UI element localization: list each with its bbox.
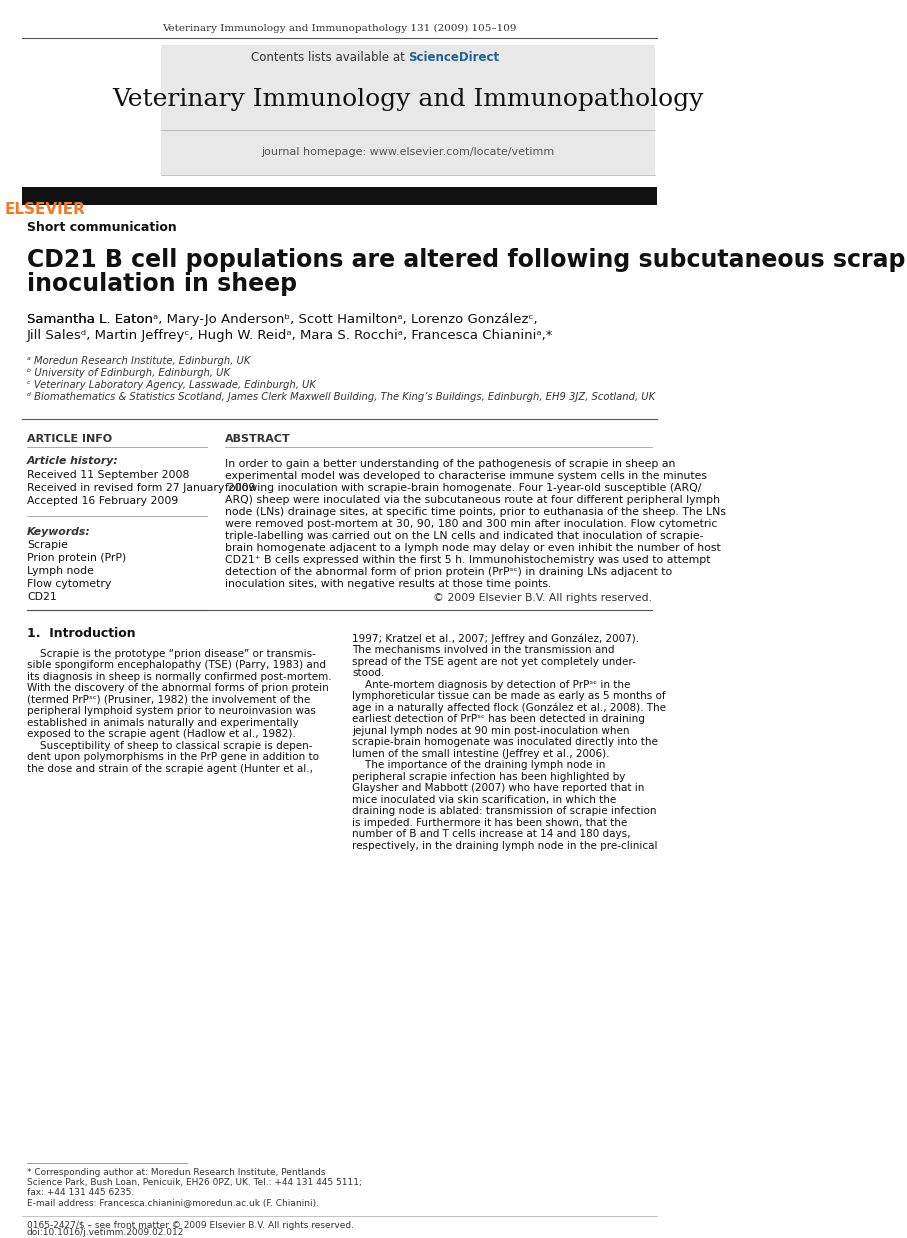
Text: The mechanisms involved in the transmission and: The mechanisms involved in the transmiss…	[352, 645, 615, 655]
Text: Glaysher and Mabbott (2007) who have reported that in: Glaysher and Mabbott (2007) who have rep…	[352, 784, 645, 794]
Text: ᵃ Moredun Research Institute, Edinburgh, UK: ᵃ Moredun Research Institute, Edinburgh,…	[27, 357, 250, 366]
Text: its diagnosis in sheep is normally confirmed post-mortem.: its diagnosis in sheep is normally confi…	[27, 672, 332, 682]
Text: Science Park, Bush Loan, Penicuik, EH26 0PZ, UK. Tel.: +44 131 445 5111;: Science Park, Bush Loan, Penicuik, EH26 …	[27, 1179, 362, 1187]
Text: fax: +44 131 445 6235.: fax: +44 131 445 6235.	[27, 1188, 134, 1197]
Text: were removed post-mortem at 30, 90, 180 and 300 min after inoculation. Flow cyto: were removed post-mortem at 30, 90, 180 …	[225, 519, 717, 529]
Text: Flow cytometry: Flow cytometry	[27, 579, 112, 589]
Text: the dose and strain of the scrapie agent (Hunter et al.,: the dose and strain of the scrapie agent…	[27, 764, 313, 774]
Text: Received 11 September 2008: Received 11 September 2008	[27, 470, 190, 480]
FancyBboxPatch shape	[161, 45, 656, 175]
Text: Scrapie is the prototype “prion disease” or transmis-: Scrapie is the prototype “prion disease”…	[27, 649, 316, 659]
Text: ScienceDirect: ScienceDirect	[408, 52, 500, 64]
Text: 1.  Introduction: 1. Introduction	[27, 628, 135, 640]
Text: Short communication: Short communication	[27, 222, 177, 234]
Text: experimental model was developed to characterise immune system cells in the minu: experimental model was developed to char…	[225, 472, 707, 482]
Text: Ante-mortem diagnosis by detection of PrPˢᶜ in the: Ante-mortem diagnosis by detection of Pr…	[352, 680, 630, 690]
Text: ARTICLE INFO: ARTICLE INFO	[27, 435, 112, 444]
Text: spread of the TSE agent are not yet completely under-: spread of the TSE agent are not yet comp…	[352, 657, 636, 667]
Text: earliest detection of PrPˢᶜ has been detected in draining: earliest detection of PrPˢᶜ has been det…	[352, 714, 645, 724]
Text: Scrapie: Scrapie	[27, 540, 68, 550]
Text: peripheral lymphoid system prior to neuroinvasion was: peripheral lymphoid system prior to neur…	[27, 706, 316, 717]
Text: The importance of the draining lymph node in: The importance of the draining lymph nod…	[352, 760, 606, 770]
Text: ABSTRACT: ABSTRACT	[225, 435, 290, 444]
Text: ᵈ Biomathematics & Statistics Scotland, James Clerk Maxwell Building, The King’s: ᵈ Biomathematics & Statistics Scotland, …	[27, 392, 655, 402]
Text: detection of the abnormal form of prion protein (PrPˢᶜ) in draining LNs adjacent: detection of the abnormal form of prion …	[225, 567, 672, 577]
Text: Keywords:: Keywords:	[27, 527, 91, 537]
Text: lymphoreticular tissue can be made as early as 5 months of: lymphoreticular tissue can be made as ea…	[352, 691, 666, 701]
Text: Samantha L. Eatonᵃ, Mary-Jo Andersonᵇ, Scott Hamiltonᵃ, Lorenzo Gonzálezᶜ,: Samantha L. Eatonᵃ, Mary-Jo Andersonᵇ, S…	[27, 313, 538, 326]
Text: established in animals naturally and experimentally: established in animals naturally and exp…	[27, 718, 298, 728]
Text: In order to gain a better understanding of the pathogenesis of scrapie in sheep : In order to gain a better understanding …	[225, 459, 675, 469]
Text: Jill Salesᵈ, Martin Jeffreyᶜ, Hugh W. Reidᵃ, Mara S. Rocchiᵃ, Francesca Chianini: Jill Salesᵈ, Martin Jeffreyᶜ, Hugh W. Re…	[27, 329, 553, 342]
Text: draining node is ablated: transmission of scrapie infection: draining node is ablated: transmission o…	[352, 806, 657, 816]
Text: © 2009 Elsevier B.V. All rights reserved.: © 2009 Elsevier B.V. All rights reserved…	[433, 593, 652, 603]
Text: Prion protein (PrP): Prion protein (PrP)	[27, 553, 126, 563]
Text: is impeded. Furthermore it has been shown, that the: is impeded. Furthermore it has been show…	[352, 817, 628, 827]
Text: CD21⁺ B cells expressed within the first 5 h. Immunohistochemistry was used to a: CD21⁺ B cells expressed within the first…	[225, 555, 710, 565]
Text: ELSEVIER: ELSEVIER	[5, 202, 85, 217]
Text: 0165-2427/$ – see front matter © 2009 Elsevier B.V. All rights reserved.: 0165-2427/$ – see front matter © 2009 El…	[27, 1222, 354, 1231]
Text: journal homepage: www.elsevier.com/locate/vetimm: journal homepage: www.elsevier.com/locat…	[261, 147, 555, 157]
Text: E-mail address: Francesca.chianini@moredun.ac.uk (F. Chianini).: E-mail address: Francesca.chianini@mored…	[27, 1198, 319, 1207]
Text: triple-labelling was carried out on the LN cells and indicated that inoculation : triple-labelling was carried out on the …	[225, 531, 703, 541]
Text: ᶜ Veterinary Laboratory Agency, Lasswade, Edinburgh, UK: ᶜ Veterinary Laboratory Agency, Lasswade…	[27, 380, 316, 390]
Text: sible spongiform encephalopathy (TSE) (Parry, 1983) and: sible spongiform encephalopathy (TSE) (P…	[27, 660, 326, 670]
Text: CD21 B cell populations are altered following subcutaneous scrapie: CD21 B cell populations are altered foll…	[27, 248, 907, 271]
Text: inoculation sites, with negative results at those time points.: inoculation sites, with negative results…	[225, 579, 551, 589]
FancyBboxPatch shape	[23, 187, 657, 204]
Text: Received in revised form 27 January 2009: Received in revised form 27 January 2009	[27, 483, 256, 493]
Text: CD21: CD21	[27, 592, 57, 602]
Text: inoculation in sheep: inoculation in sheep	[27, 272, 297, 296]
Text: With the discovery of the abnormal forms of prion protein: With the discovery of the abnormal forms…	[27, 683, 328, 693]
Text: age in a naturally affected flock (González et al., 2008). The: age in a naturally affected flock (Gonzá…	[352, 702, 666, 713]
Text: node (LNs) drainage sites, at specific time points, prior to euthanasia of the s: node (LNs) drainage sites, at specific t…	[225, 508, 726, 517]
Text: brain homogenate adjacent to a lymph node may delay or even inhibit the number o: brain homogenate adjacent to a lymph nod…	[225, 543, 720, 553]
Text: lumen of the small intestine (Jeffrey et al., 2006).: lumen of the small intestine (Jeffrey et…	[352, 749, 610, 759]
Text: mice inoculated via skin scarification, in which the: mice inoculated via skin scarification, …	[352, 795, 617, 805]
Text: dent upon polymorphisms in the PrP gene in addition to: dent upon polymorphisms in the PrP gene …	[27, 753, 319, 763]
Text: 1997; Kratzel et al., 2007; Jeffrey and González, 2007).: 1997; Kratzel et al., 2007; Jeffrey and …	[352, 634, 639, 644]
Text: ARQ) sheep were inoculated via the subcutaneous route at four different peripher: ARQ) sheep were inoculated via the subcu…	[225, 495, 720, 505]
Text: respectively, in the draining lymph node in the pre-clinical: respectively, in the draining lymph node…	[352, 841, 658, 851]
Text: stood.: stood.	[352, 669, 385, 678]
Text: jejunal lymph nodes at 90 min post-inoculation when: jejunal lymph nodes at 90 min post-inocu…	[352, 725, 629, 735]
Text: (termed PrPˢᶜ) (Prusiner, 1982) the involvement of the: (termed PrPˢᶜ) (Prusiner, 1982) the invo…	[27, 695, 310, 704]
Text: following inoculation with scrapie-brain homogenate. Four 1-year-old susceptible: following inoculation with scrapie-brain…	[225, 483, 701, 493]
Text: doi:10.1016/j.vetimm.2009.02.012: doi:10.1016/j.vetimm.2009.02.012	[27, 1228, 184, 1237]
Text: ᵇ University of Edinburgh, Edinburgh, UK: ᵇ University of Edinburgh, Edinburgh, UK	[27, 369, 230, 379]
Text: Susceptibility of sheep to classical scrapie is depen-: Susceptibility of sheep to classical scr…	[27, 740, 313, 750]
Text: scrapie-brain homogenate was inoculated directly into the: scrapie-brain homogenate was inoculated …	[352, 737, 658, 748]
Text: Contents lists available at: Contents lists available at	[250, 52, 408, 64]
Text: Lymph node: Lymph node	[27, 566, 93, 576]
Text: Veterinary Immunology and Immunopathology 131 (2009) 105–109: Veterinary Immunology and Immunopatholog…	[162, 24, 517, 32]
Text: Accepted 16 February 2009: Accepted 16 February 2009	[27, 496, 178, 506]
Text: number of B and T cells increase at 14 and 180 days,: number of B and T cells increase at 14 a…	[352, 829, 630, 839]
Text: Samantha L. Eaton: Samantha L. Eaton	[27, 313, 153, 326]
Text: exposed to the scrapie agent (Hadlow et al., 1982).: exposed to the scrapie agent (Hadlow et …	[27, 729, 296, 739]
Text: * Corresponding author at: Moredun Research Institute, Pentlands: * Corresponding author at: Moredun Resea…	[27, 1169, 326, 1177]
Text: Veterinary Immunology and Immunopathology: Veterinary Immunology and Immunopatholog…	[112, 88, 704, 111]
Text: peripheral scrapie infection has been highlighted by: peripheral scrapie infection has been hi…	[352, 771, 626, 781]
Text: Article history:: Article history:	[27, 456, 119, 467]
